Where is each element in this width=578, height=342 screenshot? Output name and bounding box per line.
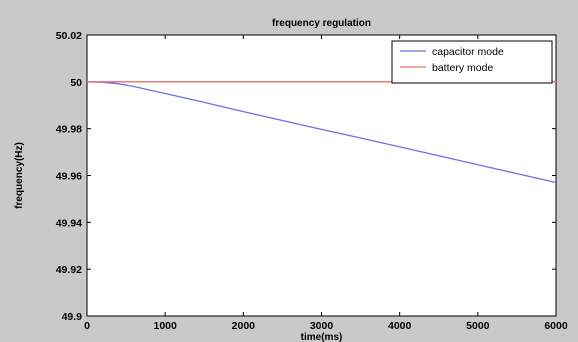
x-tick-label: 2000	[232, 320, 256, 332]
y-tick-label: 50	[70, 77, 82, 89]
legend-entry-label: battery mode	[432, 62, 493, 74]
legend: capacitor mode battery mode	[391, 40, 553, 84]
y-axis-label: frequency(Hz)	[14, 142, 25, 209]
y-tick-label: 50.02	[56, 30, 82, 42]
x-tick-label: 6000	[544, 320, 568, 332]
chart-title: frequency regulation	[272, 18, 371, 29]
x-axis-label: time(ms)	[301, 332, 343, 342]
legend-box	[391, 40, 553, 84]
y-tick-label: 49.98	[56, 124, 82, 136]
legend-entry-label: capacitor mode	[432, 46, 504, 58]
x-tick-label: 0	[84, 320, 90, 332]
x-tick-label: 3000	[310, 320, 334, 332]
y-axis-ticks: 49.9 49.92 49.94 49.96 49.98 50 50.02	[56, 30, 556, 323]
series-line-1	[86, 81, 557, 184]
x-axis-ticks: 0 1000 2000 3000 4000 5000 6000	[84, 35, 568, 332]
y-tick-label: 49.92	[56, 264, 82, 276]
y-tick-label: 49.96	[56, 171, 82, 183]
x-tick-label: 1000	[153, 320, 177, 332]
x-tick-label: 5000	[466, 320, 490, 332]
y-tick-label: 49.94	[56, 217, 82, 229]
y-tick-label: 49.9	[62, 311, 83, 323]
x-tick-label: 4000	[388, 320, 412, 332]
